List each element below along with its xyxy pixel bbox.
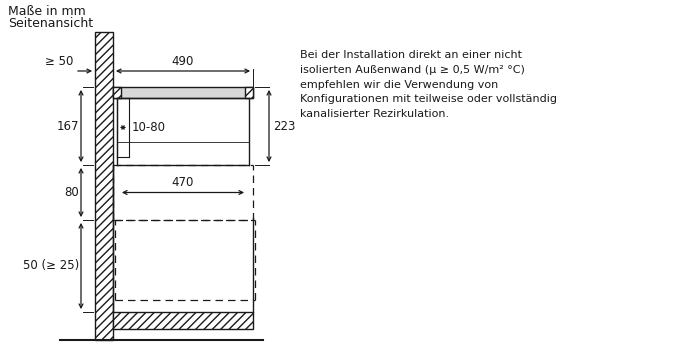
Text: Maße in mm: Maße in mm: [8, 5, 85, 18]
Text: 490: 490: [172, 55, 194, 68]
Bar: [113, 87, 121, 98]
Text: Seitenansicht: Seitenansicht: [8, 17, 93, 30]
Text: ≥ 50: ≥ 50: [44, 55, 73, 68]
Text: 10-80: 10-80: [132, 121, 166, 134]
Bar: [245, 87, 253, 98]
Text: Bei der Installation direkt an einer nicht
isolierten Außenwand (μ ≥ 0,5 W/m² °C: Bei der Installation direkt an einer nic…: [300, 50, 557, 119]
Bar: [113, 87, 253, 98]
Text: 470: 470: [172, 177, 194, 189]
Bar: [113, 312, 253, 329]
Text: 167: 167: [57, 119, 79, 132]
Bar: [95, 32, 113, 340]
Text: 223: 223: [273, 119, 295, 132]
Text: 50 (≥ 25): 50 (≥ 25): [23, 260, 79, 273]
Text: 80: 80: [64, 186, 79, 199]
